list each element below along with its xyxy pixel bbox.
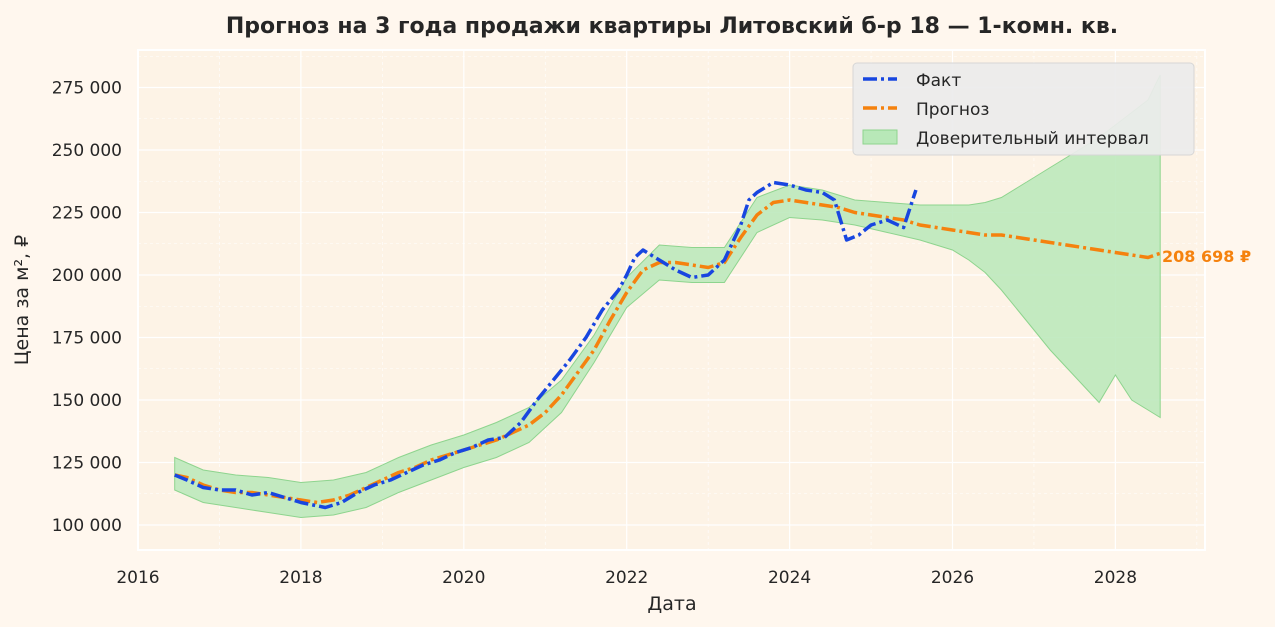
y-axis-label: Цена за м², ₽ — [11, 235, 33, 365]
series-lines — [174, 180, 1161, 510]
axis-ticks: 2016 2018 2020 2022 2024 2026 2028 100 000 125 0… — [52, 79, 1137, 589]
legend-ci-swatch — [862, 129, 898, 145]
y-tick-label: 225 000 — [52, 204, 122, 224]
x-tick-label: 2022 — [605, 568, 648, 588]
x-tick-label: 2020 — [442, 568, 485, 588]
legend-box — [852, 62, 1195, 156]
legend-ci-label: Доверительный интервал — [916, 129, 1149, 149]
y-tick-label: 200 000 — [52, 266, 122, 286]
forecast-line — [174, 198, 1161, 505]
fact-line — [174, 180, 918, 510]
y-tick-label: 100 000 — [52, 516, 122, 536]
x-tick-label: 2026 — [931, 568, 974, 588]
chart-title: Прогноз на 3 года продажи квартиры Литов… — [226, 14, 1118, 39]
y-tick-label: 125 000 — [52, 454, 122, 474]
y-tick-label: 250 000 — [52, 141, 122, 161]
x-axis-label: Дата — [647, 593, 696, 615]
y-tick-label: 150 000 — [52, 391, 122, 411]
legend: Факт Прогноз Доверительный интервал — [852, 62, 1195, 156]
forecast-end-value-label: 208 698 ₽ — [1162, 247, 1251, 266]
y-tick-label: 275 000 — [52, 79, 122, 99]
x-tick-label: 2016 — [116, 568, 159, 588]
x-tick-label: 2024 — [768, 568, 811, 588]
legend-forecast-label: Прогноз — [916, 100, 989, 120]
confidence-band — [174, 74, 1161, 519]
y-tick-label: 175 000 — [52, 329, 122, 349]
x-tick-label: 2018 — [279, 568, 322, 588]
x-tick-label: 2028 — [1094, 568, 1137, 588]
legend-fact-label: Факт — [916, 71, 961, 91]
confidence-interval — [174, 74, 1161, 519]
